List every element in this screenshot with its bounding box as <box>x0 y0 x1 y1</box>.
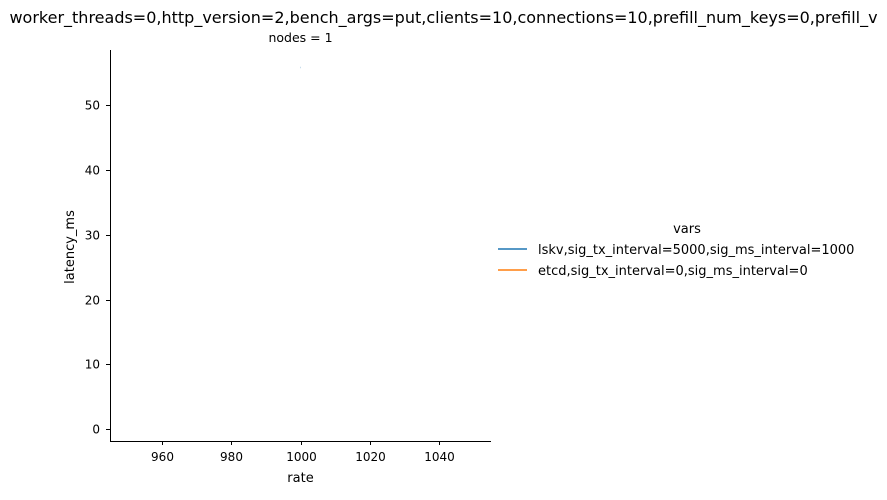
y-tick-label-20: 20 <box>85 294 100 308</box>
x-axis-label: rate <box>287 471 313 486</box>
x-tick-label-960: 960 <box>151 450 174 464</box>
chart-title: worker_threads=0,http_version=2,bench_ar… <box>9 8 877 28</box>
legend-title: vars <box>673 222 701 237</box>
y-tick-label-50: 50 <box>85 99 100 113</box>
legend: vars lskv,sig_tx_interval=5000,sig_ms_in… <box>498 222 854 279</box>
x-tick-label-1000: 1000 <box>286 450 317 464</box>
legend-label-0: lskv,sig_tx_interval=5000,sig_ms_interva… <box>538 243 854 258</box>
y-tick-label-30: 30 <box>85 229 100 243</box>
x-tick-label-980: 980 <box>220 450 243 464</box>
y-axis-ticks: 0 10 20 30 40 50 <box>85 99 110 437</box>
y-tick-label-40: 40 <box>85 164 100 178</box>
y-tick-label-0: 0 <box>92 423 100 437</box>
legend-items: lskv,sig_tx_interval=5000,sig_ms_interva… <box>498 243 854 279</box>
x-axis-ticks: 960 980 1000 1020 1040 <box>151 441 455 464</box>
y-tick-label-10: 10 <box>85 358 100 372</box>
legend-label-1: etcd,sig_tx_interval=0,sig_ms_interval=0 <box>538 264 808 279</box>
x-tick-label-1040: 1040 <box>424 450 455 464</box>
x-tick-label-1020: 1020 <box>355 450 386 464</box>
y-axis-label: latency_ms <box>63 210 78 284</box>
facet-title: nodes = 1 <box>268 30 332 45</box>
